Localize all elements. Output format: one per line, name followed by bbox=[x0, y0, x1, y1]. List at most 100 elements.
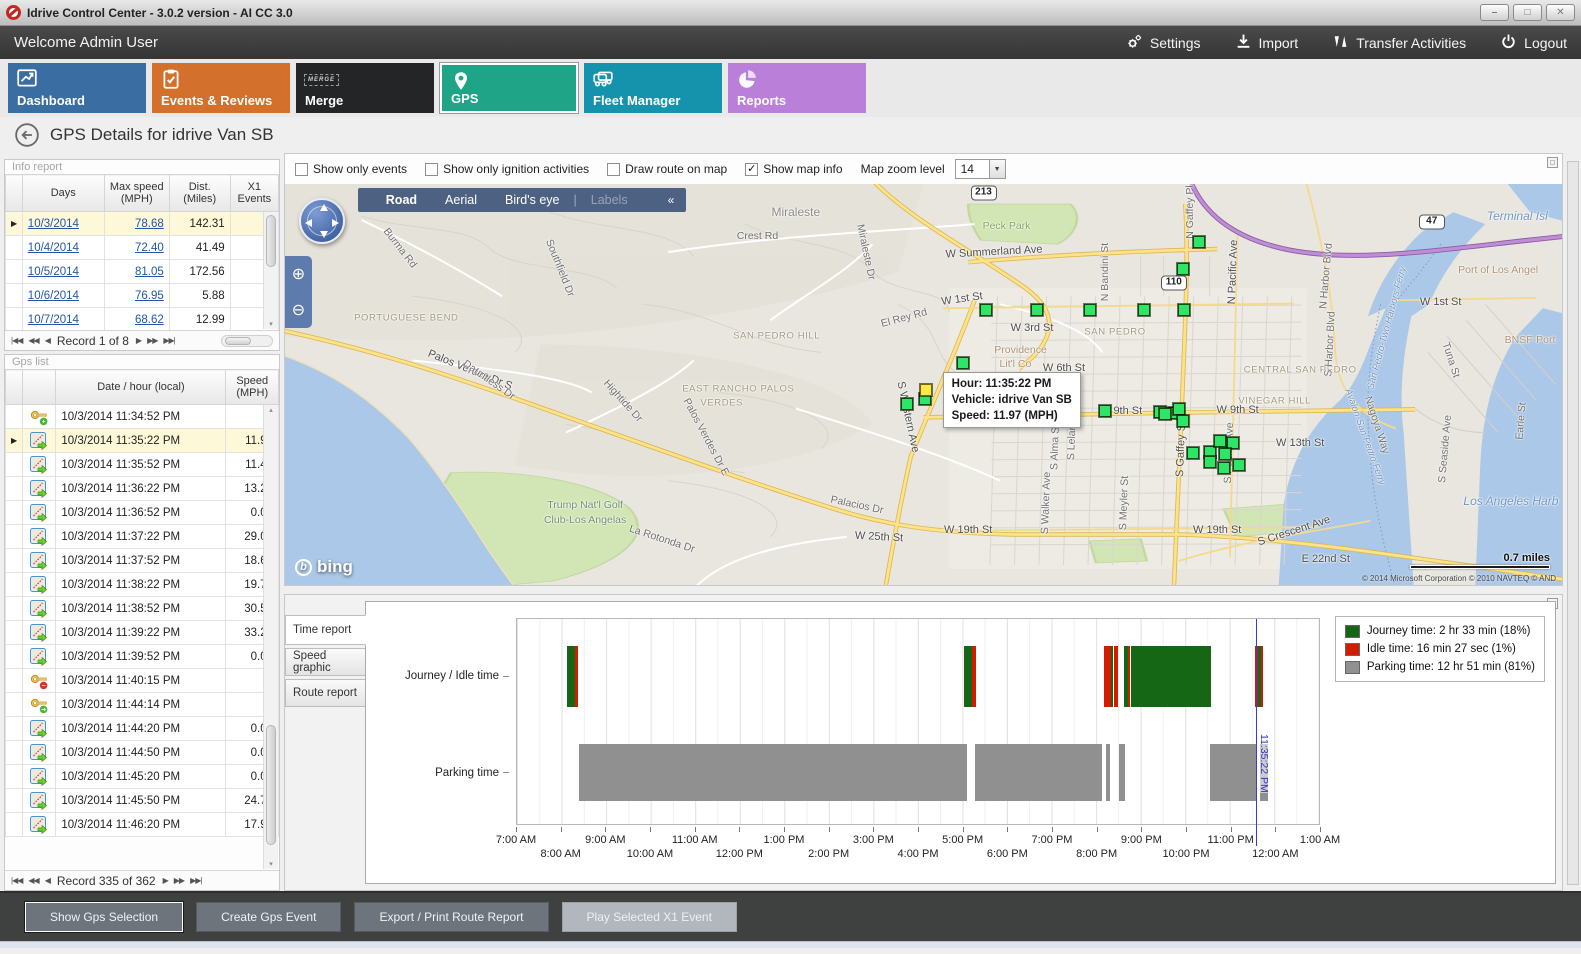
table-row[interactable]: 10/7/2014 68.62 12.99 bbox=[5, 307, 279, 332]
gps-marker[interactable] bbox=[1231, 458, 1246, 473]
gps-marker[interactable] bbox=[1171, 401, 1186, 416]
gps-marker[interactable] bbox=[1175, 262, 1190, 277]
settings-button[interactable]: Settings bbox=[1126, 33, 1201, 53]
map-canvas[interactable]: Miraleste Crest Rd Miraleste Dr Burma Rd Sou… bbox=[285, 184, 1562, 585]
table-row[interactable]: ▶ 10/3/2014 78.68 142.31 bbox=[5, 211, 279, 236]
tab-merge[interactable]: MERGE Merge bbox=[296, 63, 434, 113]
gps-marker[interactable] bbox=[1225, 435, 1240, 450]
max-speed-link[interactable]: 76.95 bbox=[135, 289, 164, 302]
cell-days[interactable]: 10/4/2014 bbox=[21, 235, 105, 260]
max-speed-link[interactable]: 72.40 bbox=[135, 241, 164, 254]
pager-prev-fast-button[interactable]: ◀◀ bbox=[28, 336, 39, 345]
map-view-birdseye[interactable]: Bird's eye bbox=[505, 193, 560, 207]
map-view-aerial[interactable]: Aerial bbox=[445, 193, 477, 207]
gps-marker[interactable] bbox=[1097, 403, 1112, 418]
gps-marker[interactable] bbox=[1217, 446, 1232, 461]
list-item[interactable]: 10/3/2014 11:38:22 PM 19.70 bbox=[5, 572, 279, 597]
gps-marker[interactable] bbox=[1185, 445, 1200, 460]
list-item[interactable]: 10/3/2014 11:37:52 PM 18.63 bbox=[5, 548, 279, 573]
cell-days[interactable]: 10/7/2014 bbox=[21, 307, 105, 332]
zoom-out-icon[interactable]: ⊖ bbox=[291, 302, 306, 319]
pager-next-fast-button[interactable]: ▶▶ bbox=[147, 336, 158, 345]
max-speed-link[interactable]: 81.05 bbox=[135, 265, 164, 278]
pager-next-button[interactable]: ▶ bbox=[162, 876, 169, 885]
cell-max-speed[interactable]: 81.05 bbox=[103, 259, 170, 284]
chart-tab-speed-graphic[interactable]: Speed graphic bbox=[285, 648, 365, 676]
max-speed-link[interactable]: 78.68 bbox=[135, 217, 164, 230]
cell-days[interactable]: 10/3/2014 bbox=[21, 211, 105, 236]
map-option-checkbox[interactable]: ✓ Show map info bbox=[745, 162, 843, 176]
list-item[interactable]: 10/3/2014 11:44:20 PM 0.00 bbox=[5, 716, 279, 741]
info-report-hscroll[interactable] bbox=[221, 334, 273, 347]
cell-days[interactable]: 10/5/2014 bbox=[21, 259, 105, 284]
create-gps-event-button[interactable]: Create Gps Event bbox=[196, 902, 342, 932]
cell-max-speed[interactable]: 78.68 bbox=[103, 211, 170, 236]
gps-marker-selected[interactable] bbox=[919, 382, 934, 397]
pager-prev-button[interactable]: ◀ bbox=[44, 336, 51, 345]
list-item[interactable]: ➜ 10/3/2014 11:44:14 PM bbox=[5, 692, 279, 717]
list-item[interactable]: 10/3/2014 11:39:22 PM 33.21 bbox=[5, 620, 279, 645]
list-item[interactable]: − 10/3/2014 11:40:15 PM bbox=[5, 668, 279, 693]
export-print-route-report-button[interactable]: Export / Print Route Report bbox=[354, 902, 549, 932]
logout-button[interactable]: Logout bbox=[1500, 33, 1567, 53]
scroll-up-icon[interactable]: ▴ bbox=[269, 407, 273, 414]
right-splitter[interactable] bbox=[1567, 161, 1579, 885]
cell-max-speed[interactable]: 76.95 bbox=[103, 283, 170, 308]
tab-reports[interactable]: Reports bbox=[728, 63, 866, 113]
tab-gps[interactable]: GPS bbox=[440, 63, 578, 113]
gps-marker[interactable] bbox=[1137, 303, 1152, 318]
gps-marker[interactable] bbox=[1202, 454, 1217, 469]
scroll-down-icon[interactable]: ▾ bbox=[269, 861, 273, 868]
pager-last-button[interactable]: ▶▶| bbox=[163, 336, 175, 345]
close-button[interactable]: ✕ bbox=[1546, 4, 1575, 21]
pager-first-button[interactable]: |◀◀ bbox=[11, 876, 23, 885]
days-link[interactable]: 10/4/2014 bbox=[27, 241, 79, 254]
zoom-in-icon[interactable]: ⊕ bbox=[291, 266, 306, 283]
pager-next-fast-button[interactable]: ▶▶ bbox=[173, 876, 185, 885]
list-item[interactable]: +10/3/2014 11:34:52 PM bbox=[5, 404, 279, 429]
cell-max-speed[interactable]: 72.40 bbox=[103, 235, 170, 260]
map-option-checkbox[interactable]: Draw route on map bbox=[607, 162, 727, 176]
gps-marker[interactable] bbox=[1175, 413, 1190, 428]
map-panel-collapse-button[interactable] bbox=[1547, 157, 1558, 168]
list-item[interactable]: 10/3/2014 11:45:20 PM 0.00 bbox=[5, 764, 279, 789]
scroll-down-icon[interactable]: ▾ bbox=[269, 321, 273, 328]
table-row[interactable]: 10/5/2014 81.05 172.56 bbox=[5, 259, 279, 284]
checkbox-unchecked-icon[interactable] bbox=[425, 162, 439, 176]
chart-tab-route-report[interactable]: Route report bbox=[285, 679, 365, 707]
list-item[interactable]: 10/3/2014 11:44:50 PM 0.00 bbox=[5, 740, 279, 765]
back-button[interactable] bbox=[14, 122, 40, 148]
list-item[interactable]: 10/3/2014 11:37:22 PM 29.05 bbox=[5, 524, 279, 549]
gps-marker[interactable] bbox=[979, 303, 994, 318]
gps-marker[interactable] bbox=[956, 356, 971, 371]
checkbox-checked-icon[interactable]: ✓ bbox=[745, 162, 759, 176]
map-option-checkbox[interactable]: Show only events bbox=[295, 162, 407, 176]
cell-max-speed[interactable]: 68.62 bbox=[103, 307, 170, 332]
list-item[interactable]: 10/3/2014 11:45:50 PM 24.75 bbox=[5, 788, 279, 813]
gps-marker[interactable] bbox=[1192, 235, 1207, 250]
list-item[interactable]: ▶ 10/3/2014 11:35:22 PM 11.97 bbox=[5, 428, 279, 453]
map-view-collapse-button[interactable]: « bbox=[667, 193, 675, 207]
tab-fleet-manager[interactable]: Fleet Manager bbox=[584, 63, 722, 113]
map-view-road[interactable]: Road bbox=[385, 193, 418, 207]
import-button[interactable]: Import bbox=[1235, 33, 1298, 53]
maximize-button[interactable]: □ bbox=[1513, 4, 1542, 21]
gps-marker[interactable] bbox=[1082, 303, 1097, 318]
table-row[interactable]: 10/6/2014 76.95 5.88 bbox=[5, 283, 279, 308]
days-link[interactable]: 10/6/2014 bbox=[27, 289, 79, 302]
info-report-scrollbar[interactable]: ▾ bbox=[263, 212, 278, 329]
gps-marker[interactable] bbox=[1177, 303, 1191, 318]
list-item[interactable]: 10/3/2014 11:46:20 PM 17.93 bbox=[5, 812, 279, 837]
gps-list-scrollbar[interactable]: ▴ ▾ bbox=[263, 405, 278, 869]
checkbox-unchecked-icon[interactable] bbox=[295, 162, 308, 176]
list-item[interactable]: 10/3/2014 11:38:52 PM 30.55 bbox=[5, 596, 279, 621]
map-zoom-select[interactable]: 14 ▼ bbox=[954, 159, 1006, 179]
map-option-checkbox[interactable]: Show only ignition activities bbox=[425, 162, 589, 176]
gps-marker[interactable] bbox=[1157, 407, 1172, 422]
pager-first-button[interactable]: |◀◀ bbox=[11, 336, 23, 345]
list-item[interactable]: 10/3/2014 11:36:52 PM 0.00 bbox=[5, 500, 279, 525]
table-row[interactable]: 10/4/2014 72.40 41.49 bbox=[5, 235, 279, 260]
transfer-activities-button[interactable]: Transfer Activities bbox=[1332, 33, 1466, 53]
list-item[interactable]: 10/3/2014 11:35:52 PM 11.47 bbox=[5, 452, 279, 477]
pager-prev-fast-button[interactable]: ◀◀ bbox=[28, 876, 39, 885]
